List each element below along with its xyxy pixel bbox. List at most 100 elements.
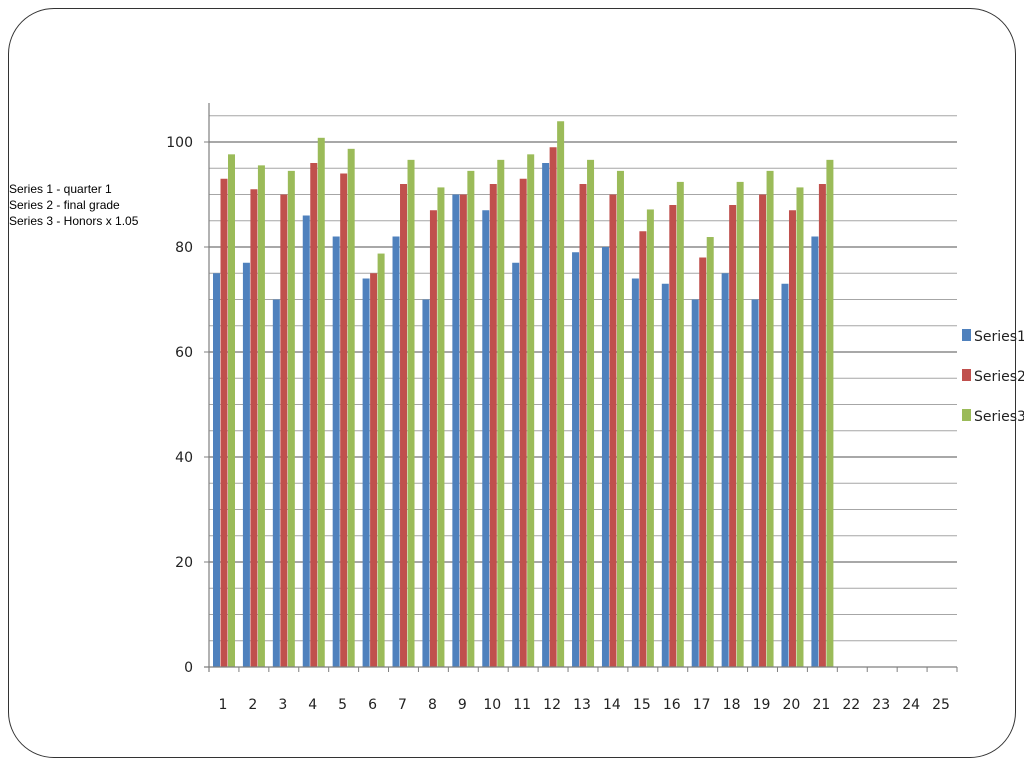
x-tick-label: 25	[932, 697, 950, 713]
bar-series1-9	[452, 194, 460, 667]
y-tick-label: 80	[175, 240, 193, 256]
bar-series1-4	[302, 215, 310, 667]
bar-series2-19	[759, 194, 767, 667]
y-tick-label: 20	[175, 555, 193, 571]
note-series-2: Series 2 - final grade	[9, 198, 120, 212]
bar-series1-21	[811, 236, 819, 667]
bar-series3-8	[437, 187, 445, 667]
x-tick-label: 21	[812, 697, 830, 713]
bar-series2-3	[280, 194, 288, 667]
bar-series1-6	[362, 278, 370, 667]
bar-series2-5	[340, 173, 348, 667]
y-tick-label: 40	[175, 450, 193, 466]
series-notes: Series 1 - quarter 1 Series 2 - final gr…	[9, 181, 138, 229]
y-tick-label: 100	[166, 135, 193, 151]
axes	[204, 103, 958, 672]
bar-series3-2	[257, 165, 265, 668]
bar-series2-10	[489, 184, 497, 667]
bar-series1-11	[512, 262, 520, 667]
bars	[213, 121, 834, 668]
bar-series2-8	[429, 210, 437, 667]
bar-series2-18	[729, 205, 737, 667]
x-tick-label: 18	[723, 697, 741, 713]
legend-label-series3: Series3	[974, 409, 1024, 425]
x-tick-label: 12	[543, 697, 561, 713]
bar-series2-13	[579, 184, 587, 667]
x-tick-label: 17	[693, 697, 711, 713]
bar-series1-7	[392, 236, 400, 667]
x-tick-label: 1	[218, 697, 227, 713]
x-tick-label: 14	[603, 697, 621, 713]
bar-series3-6	[377, 253, 385, 667]
x-tick-label: 3	[278, 697, 287, 713]
bar-series3-3	[287, 170, 295, 667]
bar-series1-8	[422, 299, 430, 667]
bar-series2-16	[669, 205, 677, 667]
bar-series3-21	[826, 159, 834, 667]
x-tick-label: 22	[842, 697, 860, 713]
x-tick-label: 24	[902, 697, 920, 713]
bar-series1-14	[601, 247, 609, 667]
bar-series2-14	[609, 194, 617, 667]
bar-series3-16	[676, 181, 684, 667]
bar-series3-19	[766, 170, 774, 667]
bar-series1-15	[631, 278, 639, 667]
bar-series1-3	[272, 299, 280, 667]
bar-series3-10	[497, 159, 505, 667]
bar-series2-2	[250, 189, 258, 667]
bar-series3-1	[228, 154, 235, 667]
bar-series3-9	[467, 170, 475, 667]
bar-series1-12	[542, 163, 550, 667]
bar-series2-21	[818, 184, 826, 667]
bar-series3-15	[646, 209, 654, 667]
bar-series1-17	[691, 299, 699, 667]
bar-series1-10	[482, 210, 490, 667]
bar-series3-5	[347, 148, 355, 667]
bar-series3-17	[706, 237, 714, 667]
y-tick-label: 60	[175, 345, 193, 361]
legend-label-series2: Series2	[974, 369, 1024, 385]
legend-swatch-series1	[962, 329, 971, 341]
bar-series2-20	[788, 210, 796, 667]
note-series-3: Series 3 - Honors x 1.05	[9, 214, 139, 228]
bar-series1-16	[661, 283, 669, 667]
bar-series1-20	[781, 283, 789, 667]
legend-swatch-series2	[962, 369, 971, 381]
bar-series2-15	[639, 231, 647, 667]
bar-series2-9	[459, 194, 467, 667]
x-tick-label: 4	[308, 697, 317, 713]
y-tick-label: 0	[184, 660, 193, 676]
note-series-1: Series 1 - quarter 1	[9, 182, 112, 196]
bar-series1-1	[213, 273, 220, 667]
bar-series2-7	[400, 184, 408, 667]
bar-series1-5	[332, 236, 340, 667]
x-tick-label: 5	[338, 697, 347, 713]
x-tick-label: 19	[753, 697, 771, 713]
bar-series1-19	[751, 299, 759, 667]
x-tick-label: 8	[428, 697, 437, 713]
x-tick-label: 20	[783, 697, 801, 713]
bar-series2-11	[519, 178, 527, 667]
slide-frame	[8, 8, 1016, 758]
bar-series3-20	[796, 187, 804, 667]
legend: Series1 Series2 Series3	[962, 329, 1024, 425]
bar-series1-18	[721, 273, 729, 667]
bar-series3-13	[587, 159, 595, 667]
bar-series1-13	[572, 252, 580, 667]
bar-series1-2	[242, 262, 250, 667]
bar-series2-6	[370, 273, 378, 667]
x-tick-label: 10	[483, 697, 501, 713]
legend-label-series1: Series1	[974, 329, 1024, 345]
x-tick-label: 23	[872, 697, 890, 713]
bar-series3-7	[407, 159, 415, 667]
legend-swatch-series3	[962, 409, 971, 421]
x-tick-label: 6	[368, 697, 377, 713]
bar-series2-17	[699, 257, 707, 667]
x-tick-label: 9	[458, 697, 467, 713]
x-tick-label: 13	[573, 697, 591, 713]
bar-series3-18	[736, 181, 744, 667]
bar-series2-1	[220, 178, 228, 667]
x-tick-label: 7	[398, 697, 407, 713]
